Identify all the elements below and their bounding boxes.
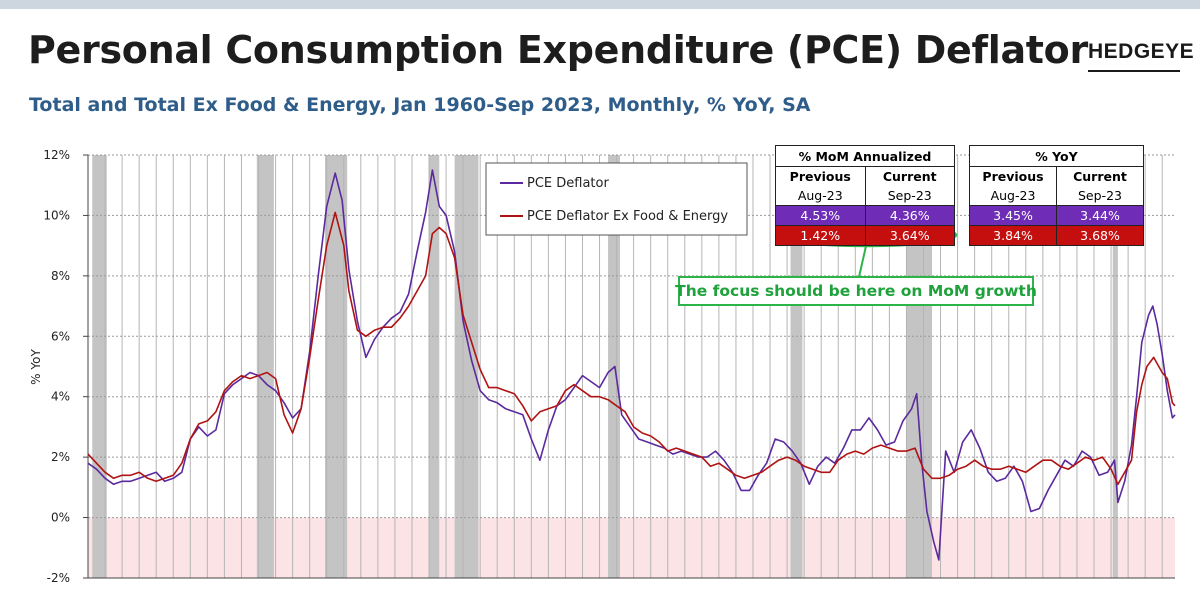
mom-core-current: 3.64% [864, 225, 955, 246]
mom-pce-previous: 4.53% [775, 205, 866, 226]
y-axis-label: % YoY [29, 349, 43, 385]
top-border-bar [0, 0, 1200, 9]
recession-bar [429, 155, 440, 578]
yoy-table-title: % YoY [969, 145, 1144, 167]
yoy-col-previous: Previous [969, 166, 1057, 186]
series-layer [87, 169, 1176, 561]
page-subtitle: Total and Total Ex Food & Energy, Jan 19… [29, 94, 811, 116]
recession-bar [256, 155, 274, 578]
mom-pce-current: 4.36% [864, 205, 955, 226]
recession-bar [790, 155, 803, 578]
grid-layer [87, 154, 1175, 579]
recession-bar [1112, 155, 1118, 578]
yoy-pce-previous: 3.45% [969, 205, 1057, 226]
y-tick-label: 10% [43, 208, 70, 222]
y-tick-label: 0% [51, 511, 70, 525]
mom-col-previous: Previous [775, 166, 866, 186]
callout-box: The focus should be here on MoM growth [675, 276, 1037, 306]
yoy-pce-current: 3.44% [1056, 205, 1144, 226]
mom-table-title: % MoM Annualized [775, 145, 955, 167]
y-tick-label: 6% [51, 329, 70, 343]
y-tick-label: 2% [51, 450, 70, 464]
page-title: Personal Consumption Expenditure (PCE) D… [28, 28, 1088, 72]
mom-annualized-table: % MoM Annualized Previous Current Aug-23… [775, 145, 955, 246]
hedgeye-logo: HEDGEYE [1088, 40, 1195, 63]
recession-bar [454, 155, 479, 578]
logo-underline [1088, 70, 1180, 72]
legend-label-pce: PCE Deflator [527, 176, 609, 191]
recession-bar [325, 155, 348, 578]
axis-layer: -2% 0% 2% 4% 6% 8% 10% 12% [43, 148, 1175, 585]
legend: PCE Deflator PCE Deflator Ex Food & Ener… [485, 162, 748, 236]
recession-bars-layer [92, 155, 1118, 578]
yoy-core-current: 3.68% [1056, 225, 1144, 246]
mom-date-current: Sep-23 [864, 186, 955, 206]
legend-label-core: PCE Deflator Ex Food & Energy [527, 209, 728, 224]
negative-zone-layer [88, 517, 1175, 578]
yoy-date-current: Sep-23 [1056, 186, 1144, 206]
pce-core-line [87, 211, 1176, 486]
callout-pointer-line [858, 245, 867, 278]
mom-core-previous: 1.42% [775, 225, 866, 246]
yoy-table: % YoY Previous Current Aug-23 Sep-23 3.4… [969, 145, 1144, 246]
yoy-core-previous: 3.84% [969, 225, 1057, 246]
yoy-date-previous: Aug-23 [969, 186, 1057, 206]
mom-col-current: Current [864, 166, 955, 186]
negative-zone [88, 517, 1175, 578]
recession-bar [92, 155, 107, 578]
yoy-col-current: Current [1056, 166, 1144, 186]
mom-date-previous: Aug-23 [775, 186, 866, 206]
y-tick-label: 4% [51, 390, 70, 404]
y-tick-label: 12% [43, 148, 70, 162]
pce-deflator-line [87, 169, 1176, 561]
y-tick-label: 8% [51, 269, 70, 283]
legend-box [485, 162, 748, 236]
y-tick-label: -2% [47, 571, 70, 585]
